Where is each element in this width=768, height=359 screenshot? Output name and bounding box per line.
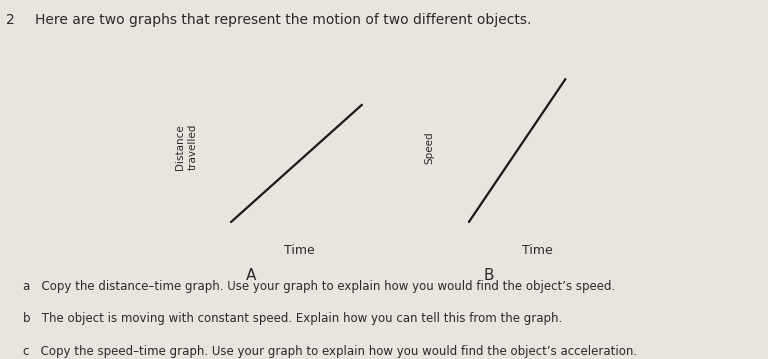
Text: a   Copy the distance–time graph. Use your graph to explain how you would find t: a Copy the distance–time graph. Use your… (23, 280, 615, 293)
Text: 2: 2 (6, 13, 15, 27)
Text: b   The object is moving with constant speed. Explain how you can tell this from: b The object is moving with constant spe… (23, 312, 562, 325)
Text: Time: Time (284, 244, 315, 257)
Text: B: B (484, 268, 495, 283)
Text: Distance
travelled: Distance travelled (175, 124, 197, 171)
Text: Speed: Speed (425, 131, 435, 163)
Text: c   Copy the speed–time graph. Use your graph to explain how you would find the : c Copy the speed–time graph. Use your gr… (23, 345, 637, 358)
Text: Time: Time (522, 244, 553, 257)
Text: Here are two graphs that represent the motion of two different objects.: Here are two graphs that represent the m… (35, 13, 531, 27)
Text: A: A (246, 268, 257, 283)
